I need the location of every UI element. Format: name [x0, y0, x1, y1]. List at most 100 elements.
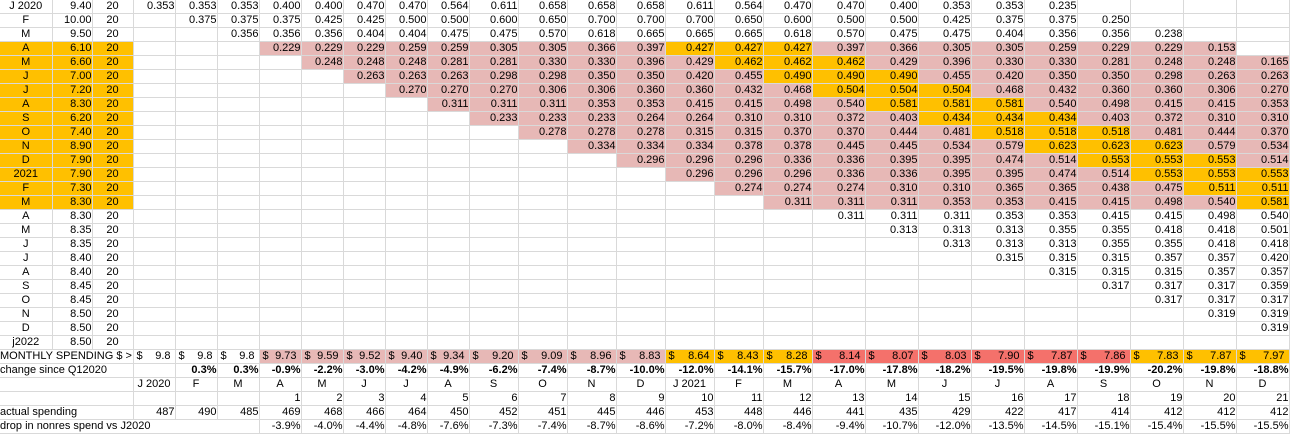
matrix-cell-empty[interactable]: [665, 279, 715, 294]
matrix-cell-empty[interactable]: [763, 237, 813, 252]
matrix-cell[interactable]: 0.611: [665, 0, 715, 14]
drop-nonres-cell[interactable]: -7.3%: [469, 419, 519, 434]
matrix-cell-empty[interactable]: [918, 279, 972, 294]
matrix-cell[interactable]: 0.581: [1236, 195, 1290, 210]
matrix-cell[interactable]: 0.153: [1183, 41, 1237, 56]
spend-value[interactable]: 7.40: [52, 125, 93, 140]
matrix-cell[interactable]: 0.500: [865, 13, 919, 28]
matrix-cell-empty[interactable]: [865, 307, 919, 322]
monthly-spend-cell[interactable]: $8.83: [616, 349, 666, 364]
drop-nonres-cell[interactable]: -14.5%: [1024, 419, 1078, 434]
matrix-cell-empty[interactable]: [714, 335, 764, 350]
matrix-cell-empty[interactable]: [427, 139, 470, 154]
matrix-cell-empty[interactable]: [616, 209, 666, 224]
drop-nonres-cell[interactable]: -15.5%: [1183, 419, 1237, 434]
matrix-cell[interactable]: 0.298: [1130, 69, 1184, 84]
matrix-cell[interactable]: 0.504: [865, 83, 919, 98]
monthly-spend-cell[interactable]: $7.87: [1024, 349, 1078, 364]
matrix-cell-empty[interactable]: [665, 265, 715, 280]
row-label[interactable]: N: [0, 307, 53, 322]
matrix-cell-empty[interactable]: [1236, 27, 1290, 42]
matrix-cell-empty[interactable]: [812, 265, 866, 280]
matrix-cell[interactable]: 0.427: [714, 41, 764, 56]
matrix-cell[interactable]: 0.298: [518, 69, 568, 84]
matrix-cell-empty[interactable]: [217, 41, 260, 56]
matrix-cell[interactable]: 0.264: [665, 111, 715, 126]
matrix-cell[interactable]: 0.353: [971, 209, 1025, 224]
matrix-cell[interactable]: 0.444: [865, 125, 919, 140]
matrix-cell[interactable]: 0.500: [812, 13, 866, 28]
matrix-cell-empty[interactable]: [133, 265, 176, 280]
matrix-cell[interactable]: 0.498: [1130, 195, 1184, 210]
matrix-cell-empty[interactable]: [217, 153, 260, 168]
matrix-cell-empty[interactable]: [259, 307, 302, 322]
actual-spending-cell[interactable]: 445: [567, 405, 617, 420]
matrix-cell[interactable]: 0.319: [1236, 321, 1290, 336]
matrix-cell[interactable]: 0.504: [812, 83, 866, 98]
drop-nonres-cell[interactable]: -12.0%: [918, 419, 972, 434]
matrix-cell-empty[interactable]: [518, 181, 568, 196]
matrix-cell[interactable]: 0.650: [714, 13, 764, 28]
drop-nonres-cell[interactable]: -8.4%: [763, 419, 813, 434]
month-label[interactable]: M: [301, 377, 344, 392]
matrix-cell[interactable]: 0.415: [665, 97, 715, 112]
matrix-cell-empty[interactable]: [1236, 335, 1290, 350]
matrix-cell-empty[interactable]: [175, 27, 218, 42]
matrix-cell[interactable]: 0.336: [865, 167, 919, 182]
matrix-cell[interactable]: 0.229: [1130, 41, 1184, 56]
matrix-cell[interactable]: 0.514: [1024, 153, 1078, 168]
matrix-cell-empty[interactable]: [301, 195, 344, 210]
col-numbers-cell[interactable]: 11: [714, 391, 764, 406]
matrix-cell-empty[interactable]: [385, 167, 428, 182]
actual-spending-cell[interactable]: 417: [1024, 405, 1078, 420]
matrix-cell-empty[interactable]: [343, 251, 386, 266]
matrix-cell[interactable]: 0.415: [1130, 209, 1184, 224]
matrix-cell-empty[interactable]: [518, 139, 568, 154]
matrix-cell[interactable]: 0.474: [1024, 167, 1078, 182]
change-pct-cell[interactable]: -19.8%: [1024, 363, 1078, 378]
matrix-cell-empty[interactable]: [567, 307, 617, 322]
matrix-cell[interactable]: 0.564: [714, 0, 764, 14]
monthly-spend-cell[interactable]: $8.43: [714, 349, 764, 364]
matrix-cell[interactable]: 0.581: [865, 97, 919, 112]
matrix-cell[interactable]: 0.665: [665, 27, 715, 42]
matrix-cell[interactable]: 0.498: [763, 97, 813, 112]
actual-spending-cell[interactable]: 452: [469, 405, 519, 420]
matrix-cell-empty[interactable]: [616, 181, 666, 196]
matrix-cell[interactable]: 0.270: [427, 83, 470, 98]
matrix-cell-empty[interactable]: [259, 209, 302, 224]
matrix-cell[interactable]: 0.540: [1236, 209, 1290, 224]
matrix-cell[interactable]: 0.618: [567, 27, 617, 42]
matrix-cell[interactable]: 0.470: [812, 0, 866, 14]
matrix-cell[interactable]: 0.259: [427, 41, 470, 56]
matrix-cell[interactable]: 0.311: [763, 195, 813, 210]
matrix-cell[interactable]: 0.313: [865, 223, 919, 238]
spend-value[interactable]: 7.90: [52, 153, 93, 168]
matrix-cell[interactable]: 0.353: [175, 0, 218, 14]
matrix-cell-empty[interactable]: [518, 251, 568, 266]
matrix-cell-empty[interactable]: [812, 293, 866, 308]
matrix-cell[interactable]: 0.313: [971, 237, 1025, 252]
actual-spending-cell[interactable]: 435: [865, 405, 919, 420]
row-label[interactable]: A: [0, 41, 53, 56]
actual-spending-cell[interactable]: 453: [665, 405, 715, 420]
matrix-cell[interactable]: 0.315: [714, 125, 764, 140]
obs-count[interactable]: 20: [92, 69, 134, 84]
matrix-cell[interactable]: 0.315: [971, 251, 1025, 266]
monthly-spend-cell[interactable]: $7.83: [1130, 349, 1184, 364]
matrix-cell[interactable]: 0.350: [1024, 69, 1078, 84]
matrix-cell-empty[interactable]: [301, 97, 344, 112]
drop-nonres-cell[interactable]: -4.0%: [301, 419, 344, 434]
matrix-cell-empty[interactable]: [665, 181, 715, 196]
matrix-cell[interactable]: 0.311: [812, 195, 866, 210]
matrix-cell[interactable]: 0.540: [1024, 97, 1078, 112]
matrix-cell-empty[interactable]: [217, 251, 260, 266]
matrix-cell-empty[interactable]: [763, 293, 813, 308]
matrix-cell-empty[interactable]: [918, 293, 972, 308]
matrix-cell[interactable]: 0.400: [865, 0, 919, 14]
matrix-cell[interactable]: 0.357: [1183, 251, 1237, 266]
matrix-cell-empty[interactable]: [217, 237, 260, 252]
matrix-cell[interactable]: 0.658: [567, 0, 617, 14]
matrix-cell[interactable]: 0.470: [385, 0, 428, 14]
matrix-cell-empty[interactable]: [385, 153, 428, 168]
